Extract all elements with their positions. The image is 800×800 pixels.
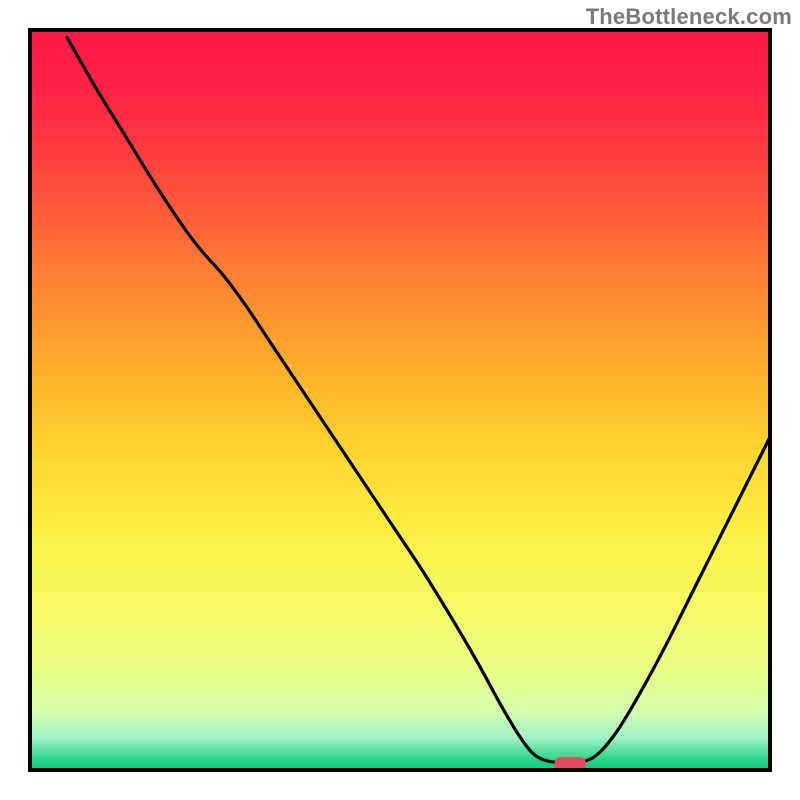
- chart-container: TheBottleneck.com: [0, 0, 800, 800]
- bottleneck-chart: [0, 0, 800, 800]
